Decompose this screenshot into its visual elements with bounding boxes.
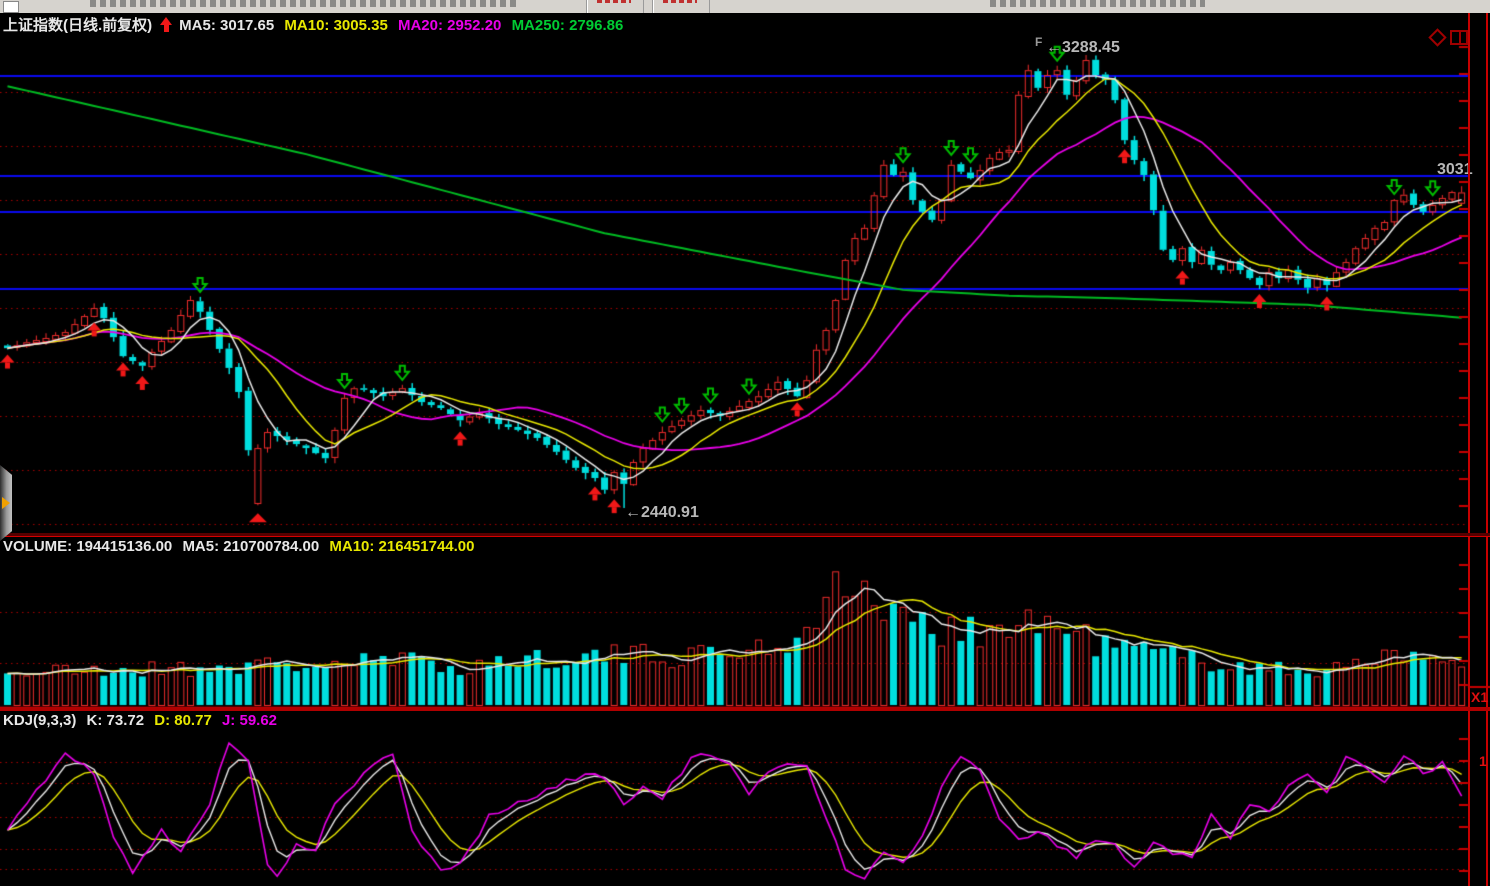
kdj-canvas[interactable] [0, 711, 1490, 886]
ma20-value: MA20: 2952.20 [397, 17, 502, 34]
volume-ma5-value: MA5: 210700784.00 [182, 538, 320, 555]
kdj-axis-label: 1 [1479, 753, 1487, 769]
volume-canvas[interactable] [0, 537, 1490, 707]
toolbar-app-icon[interactable] [3, 1, 19, 13]
volume-pane: VOLUME: 194415136.00 MA5: 210700784.00 M… [0, 537, 1490, 707]
symbol-period-label: 上证指数(日线.前复权) [3, 17, 153, 34]
trough-price-label: ←2440.91 [625, 504, 699, 521]
right-edge-line [1486, 13, 1488, 886]
up-arrow-icon [160, 17, 173, 32]
kdj-params-label: KDJ(9,3,3) [3, 712, 77, 729]
ma5-value: MA5: 3017.65 [179, 17, 275, 34]
main-chart-canvas[interactable] [0, 13, 1490, 536]
main-pane-title: 上证指数(日线.前复权) MA5: 3017.65 MA10: 3005.35 M… [3, 14, 629, 35]
volume-ma10-value: MA10: 216451744.00 [329, 538, 475, 555]
kdj-j-value: J: 59.62 [221, 712, 278, 729]
ma10-value: MA10: 3005.35 [284, 17, 388, 34]
pane-separator-2 [0, 707, 1490, 711]
volume-pane-title: VOLUME: 194415136.00 MA5: 210700784.00 M… [3, 538, 480, 555]
toolbar-right-text-clipped [990, 0, 1205, 7]
split-window-icon[interactable] [1450, 30, 1468, 45]
expand-arrow-icon [2, 497, 10, 509]
toolbar-button-2[interactable] [652, 0, 710, 14]
kdj-d-value: D: 80.77 [154, 712, 212, 729]
pane-separator-1-bright [0, 536, 1490, 537]
main-chart-pane: 上证指数(日线.前复权) MA5: 3017.65 MA10: 3005.35 M… [0, 13, 1490, 541]
kdj-k-value: K: 73.72 [86, 712, 145, 729]
toolbar-button-1[interactable] [586, 0, 644, 14]
peak-glyph: F [1035, 35, 1043, 49]
toolbar-menu-text-clipped [90, 0, 520, 7]
volume-scale-label: X1 [1471, 689, 1489, 705]
last-price-label: 3031 [1437, 161, 1473, 178]
pane-separator-1 [0, 533, 1490, 536]
diamond-icon[interactable] [1428, 28, 1447, 47]
kdj-pane-title: KDJ(9,3,3) K: 73.72 D: 80.77 J: 59.62 [3, 712, 283, 729]
top-toolbar [0, 0, 1490, 14]
peak-price-label: ←3288.45 [1046, 39, 1120, 56]
volume-value: VOLUME: 194415136.00 [3, 538, 173, 555]
price-axis-line [1468, 13, 1470, 886]
kdj-pane: KDJ(9,3,3) K: 73.72 D: 80.77 J: 59.62 1 [0, 711, 1490, 886]
panel-expand-handle[interactable] [0, 465, 12, 541]
ma250-value: MA250: 2796.86 [511, 17, 624, 34]
